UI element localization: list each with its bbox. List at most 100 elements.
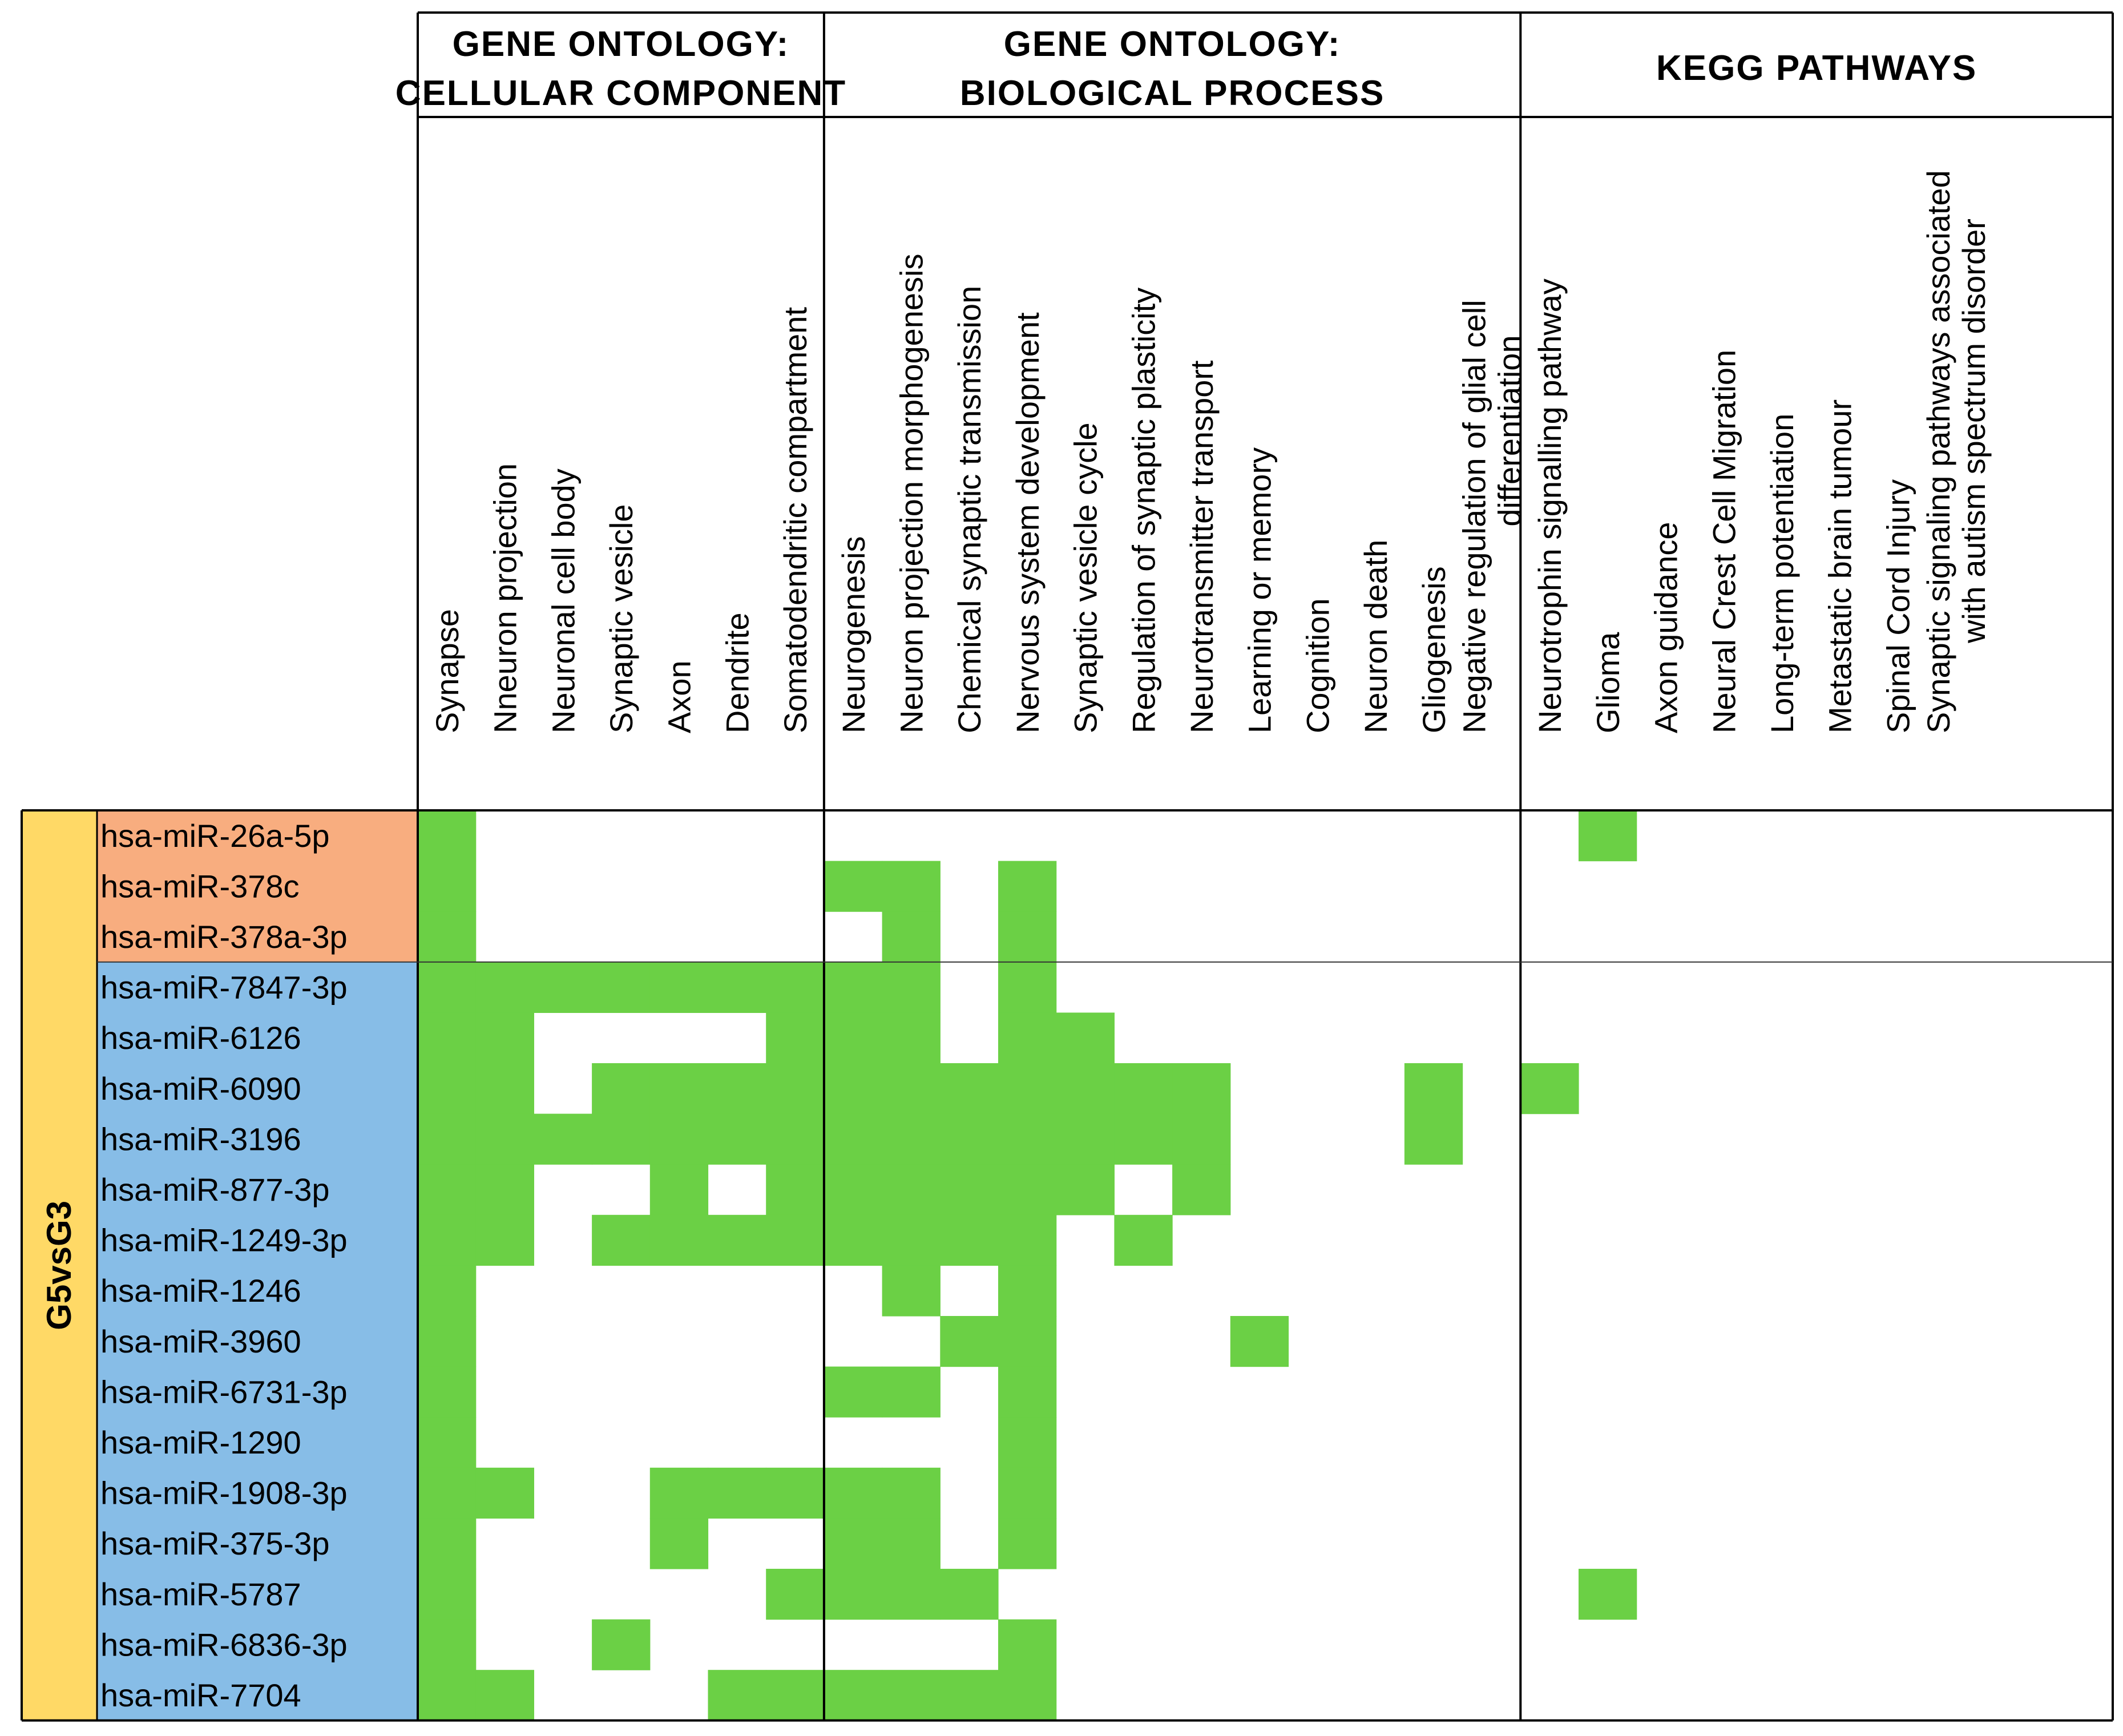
column-label-neurotransmitter-transport: Neurotransmitter transport [1184,360,1220,733]
cell-hsa-mir-1246-neuron-projection-morphogenesis [882,1265,941,1317]
cell-hsa-mir-1908-3p-synapse [418,1467,477,1519]
cell-hsa-mir-877-3p-neurogenesis [824,1164,883,1216]
cell-hsa-mir-5787-neuron-projection-morphogenesis [882,1569,941,1620]
grid-line-layer [21,11,2114,1722]
cell-hsa-mir-6090-neurogenesis [824,1063,883,1115]
column-label-synaptic-vesicle: Synaptic vesicle [603,504,639,733]
cell-hsa-mir-7847-3p-synaptic-vesicle [592,962,651,1013]
row-group-1-background [97,810,418,962]
cell-hsa-mir-3196-synaptic-vesicle [592,1113,651,1165]
cell-hsa-mir-378c-synapse [418,861,477,912]
cell-hsa-mir-7704-chemical-synaptic-transmission [940,1670,999,1721]
column-label-axon-guidance: Axon guidance [1648,522,1684,733]
cell-hsa-mir-1908-3p-neuron-projection-morphogenesis [882,1467,941,1519]
cell-hsa-mir-378c-nervous-system-development [998,861,1057,912]
cell-hsa-mir-6126-synapse [418,1012,477,1064]
column-label-neural-crest-cell-migration: Neural Crest Cell Migration [1706,350,1742,733]
cell-hsa-mir-6090-nneuron-projection [475,1063,534,1115]
cell-hsa-mir-378c-neurogenesis [824,861,883,912]
cell-hsa-mir-7704-synapse [418,1670,477,1721]
cell-hsa-mir-7704-somatodendritic-compartment [766,1670,825,1721]
row-label-hsa-mir-378a-3p: hsa-miR-378a-3p [100,919,348,955]
cell-hsa-mir-3196-synapse [418,1113,477,1165]
cell-hsa-mir-1908-3p-dendrite [708,1467,766,1519]
cell-hsa-mir-5787-neurogenesis [824,1569,883,1620]
cell-hsa-mir-6090-somatodendritic-compartment [766,1063,825,1115]
cell-hsa-mir-1249-3p-axon [649,1214,709,1266]
column-label-dendrite: Dendrite [719,612,755,733]
row-label-hsa-mir-3196: hsa-miR-3196 [100,1121,301,1157]
cell-hsa-mir-375-3p-neuron-projection-morphogenesis [882,1518,941,1569]
cell-hsa-mir-877-3p-synaptic-vesicle-cycle [1056,1164,1115,1216]
row-label-hsa-mir-1249-3p: hsa-miR-1249-3p [100,1222,348,1258]
cell-hsa-mir-1249-3p-chemical-synaptic-transmission [940,1214,999,1266]
section-2-title-line-2: BIOLOGICAL PROCESS [960,74,1385,113]
cell-hsa-mir-6731-3p-nervous-system-development [998,1366,1057,1418]
cell-hsa-mir-877-3p-neurotransmitter-transport [1172,1164,1231,1216]
cell-hsa-mir-3196-neuronal-cell-body [534,1113,592,1165]
column-label-glioma: Glioma [1590,632,1626,733]
cell-hsa-mir-7847-3p-neuronal-cell-body [534,962,592,1013]
cell-hsa-mir-7847-3p-dendrite [708,962,766,1013]
row-label-hsa-mir-6836-3p: hsa-miR-6836-3p [100,1626,348,1662]
cell-hsa-mir-6090-synaptic-vesicle-cycle [1056,1063,1115,1115]
cell-hsa-mir-7704-nneuron-projection [475,1670,534,1721]
cell-hsa-mir-1249-3p-synapse [418,1214,477,1266]
cell-hsa-mir-6126-neurogenesis [824,1012,883,1064]
column-label-neuron-death: Neuron death [1358,540,1394,733]
cell-hsa-mir-7847-3p-synapse [418,962,477,1013]
row-label-hsa-mir-7704: hsa-miR-7704 [100,1677,301,1713]
cell-hsa-mir-1290-nervous-system-development [998,1417,1057,1468]
cell-hsa-mir-3196-synaptic-vesicle-cycle [1056,1113,1115,1165]
column-label-gliogenesis: Gliogenesis [1416,566,1452,733]
column-label-synaptic-signaling-pathways-associated-with-autism-spectrum-disorder-line-1: Synaptic signaling pathways associated [1920,170,1956,733]
cell-hsa-mir-6731-3p-synapse [418,1366,477,1418]
cell-hsa-mir-1249-3p-dendrite [708,1214,766,1266]
cell-hsa-mir-1908-3p-somatodendritic-compartment [766,1467,825,1519]
cell-hsa-mir-3196-somatodendritic-compartment [766,1113,825,1165]
column-label-neuronal-cell-body: Neuronal cell body [545,469,581,733]
cell-hsa-mir-5787-chemical-synaptic-transmission [940,1569,999,1620]
cell-hsa-mir-6090-chemical-synaptic-transmission [940,1063,999,1115]
cell-hsa-mir-3196-axon [649,1113,709,1165]
cell-hsa-mir-6126-synaptic-vesicle-cycle [1056,1012,1115,1064]
cell-hsa-mir-6090-regulation-of-synaptic-plasticity [1114,1063,1173,1115]
cell-hsa-mir-877-3p-neuron-projection-morphogenesis [882,1164,941,1216]
column-label-neurogenesis: Neurogenesis [836,536,871,733]
row-label-hsa-mir-6126: hsa-miR-6126 [100,1020,301,1056]
cell-hsa-mir-877-3p-nervous-system-development [998,1164,1057,1216]
column-label-learning-or-memory: Learning or memory [1242,447,1278,733]
cell-hsa-mir-7847-3p-nervous-system-development [998,962,1057,1013]
cell-hsa-mir-6126-somatodendritic-compartment [766,1012,825,1064]
cell-hsa-mir-378c-neuron-projection-morphogenesis [882,861,941,912]
cell-hsa-mir-378a-3p-neuron-projection-morphogenesis [882,911,941,963]
cell-hsa-mir-877-3p-somatodendritic-compartment [766,1164,825,1216]
cell-hsa-mir-1249-3p-synaptic-vesicle [592,1214,651,1266]
cell-hsa-mir-5787-synapse [418,1569,477,1620]
column-label-somatodendritic-compartment: Somatodendritic compartment [777,307,813,733]
cell-hsa-mir-3960-synapse [418,1316,477,1367]
cell-hsa-mir-7704-neurogenesis [824,1670,883,1721]
cell-hsa-mir-3196-nneuron-projection [475,1113,534,1165]
cell-hsa-mir-6090-neurotransmitter-transport [1172,1063,1231,1115]
cell-hsa-mir-6090-neuron-projection-morphogenesis [882,1063,941,1115]
cell-hsa-mir-3960-nervous-system-development [998,1316,1057,1367]
cell-hsa-mir-6126-nneuron-projection [475,1012,534,1064]
column-label-negative-regulation-of-glial-cell-differentiation-line-1: Negative regulation of glial cell [1456,300,1492,733]
cell-hsa-mir-375-3p-neurogenesis [824,1518,883,1569]
cell-hsa-mir-6090-dendrite [708,1063,766,1115]
cell-hsa-mir-7704-neuron-projection-morphogenesis [882,1670,941,1721]
column-label-spinal-cord-injury: Spinal Cord Injury [1880,479,1916,733]
section-2-title-line-1: GENE ONTOLOGY: [1004,25,1341,64]
cell-hsa-mir-7847-3p-neurogenesis [824,962,883,1013]
cell-hsa-mir-3960-chemical-synaptic-transmission [940,1316,999,1367]
cell-hsa-mir-1249-3p-somatodendritic-compartment [766,1214,825,1266]
cell-hsa-mir-3196-regulation-of-synaptic-plasticity [1114,1113,1173,1165]
section-3-title-line-1: KEGG PATHWAYS [1656,49,1977,88]
cell-hsa-mir-3960-learning-or-memory [1230,1316,1289,1367]
cell-hsa-mir-1908-3p-neurogenesis [824,1467,883,1519]
cell-hsa-mir-1249-3p-neurogenesis [824,1214,883,1266]
column-label-synapse: Synapse [429,609,465,733]
column-label-negative-regulation-of-glial-cell-differentiation-line-2: differentiation [1491,335,1527,526]
